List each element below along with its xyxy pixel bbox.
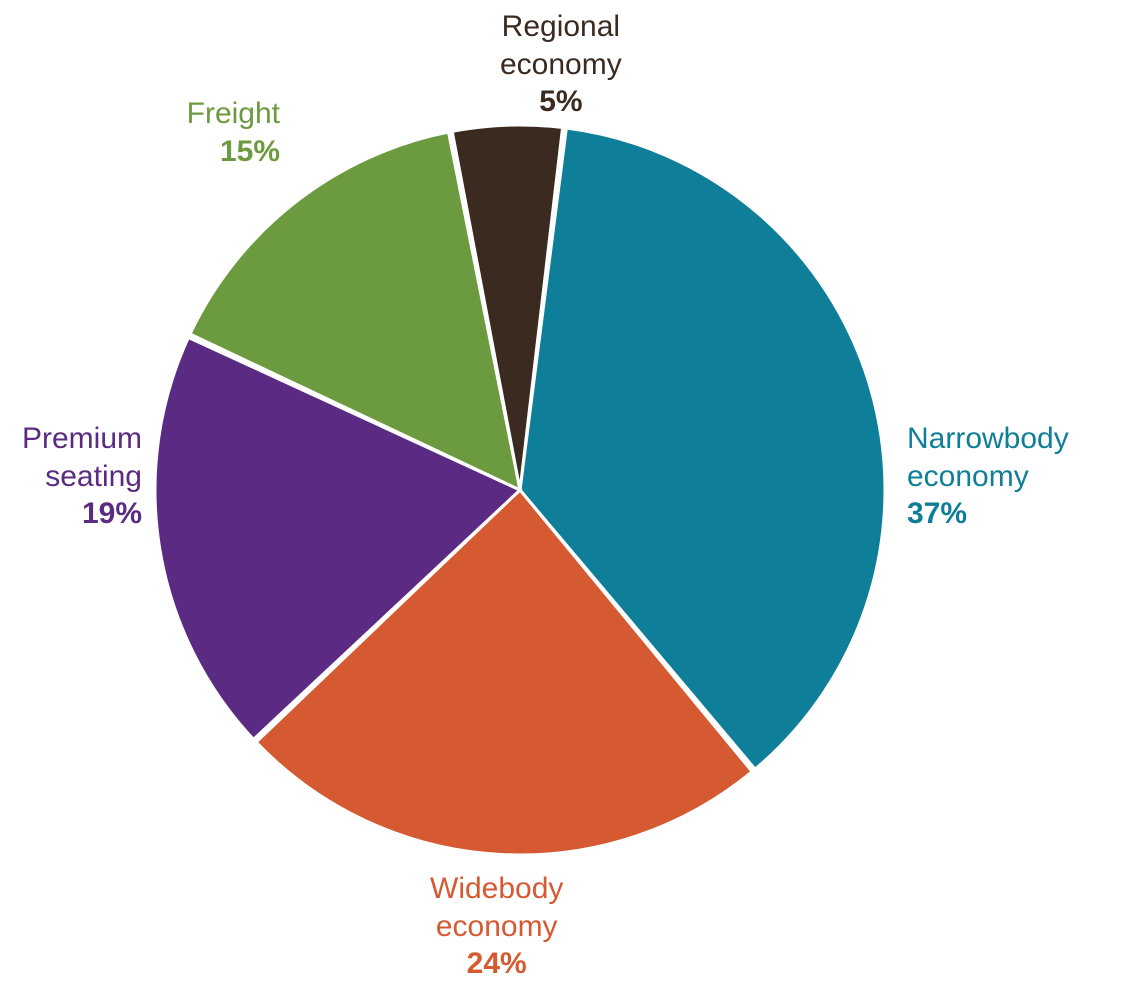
slice-label: Widebody economy24% — [430, 870, 563, 983]
slice-label-name: Narrowbody economy — [907, 420, 1069, 495]
slice-label-name: Regional economy — [500, 8, 622, 83]
slice-label-value: 15% — [160, 133, 280, 171]
slice-label: Freight15% — [160, 95, 280, 170]
slice-label-value: 5% — [500, 83, 622, 121]
slice-label: Premium seating19% — [12, 420, 142, 533]
slice-label: Regional economy5% — [500, 8, 622, 121]
slice-label-name: Widebody economy — [430, 870, 563, 945]
slice-label-value: 37% — [907, 495, 1069, 533]
slice-label-value: 19% — [12, 495, 142, 533]
slice-label-value: 24% — [430, 945, 563, 983]
pie-chart: Narrowbody economy37%Widebody economy24%… — [0, 0, 1124, 969]
slice-label-name: Premium seating — [12, 420, 142, 495]
slice-label: Narrowbody economy37% — [907, 420, 1069, 533]
slice-label-name: Freight — [160, 95, 280, 133]
